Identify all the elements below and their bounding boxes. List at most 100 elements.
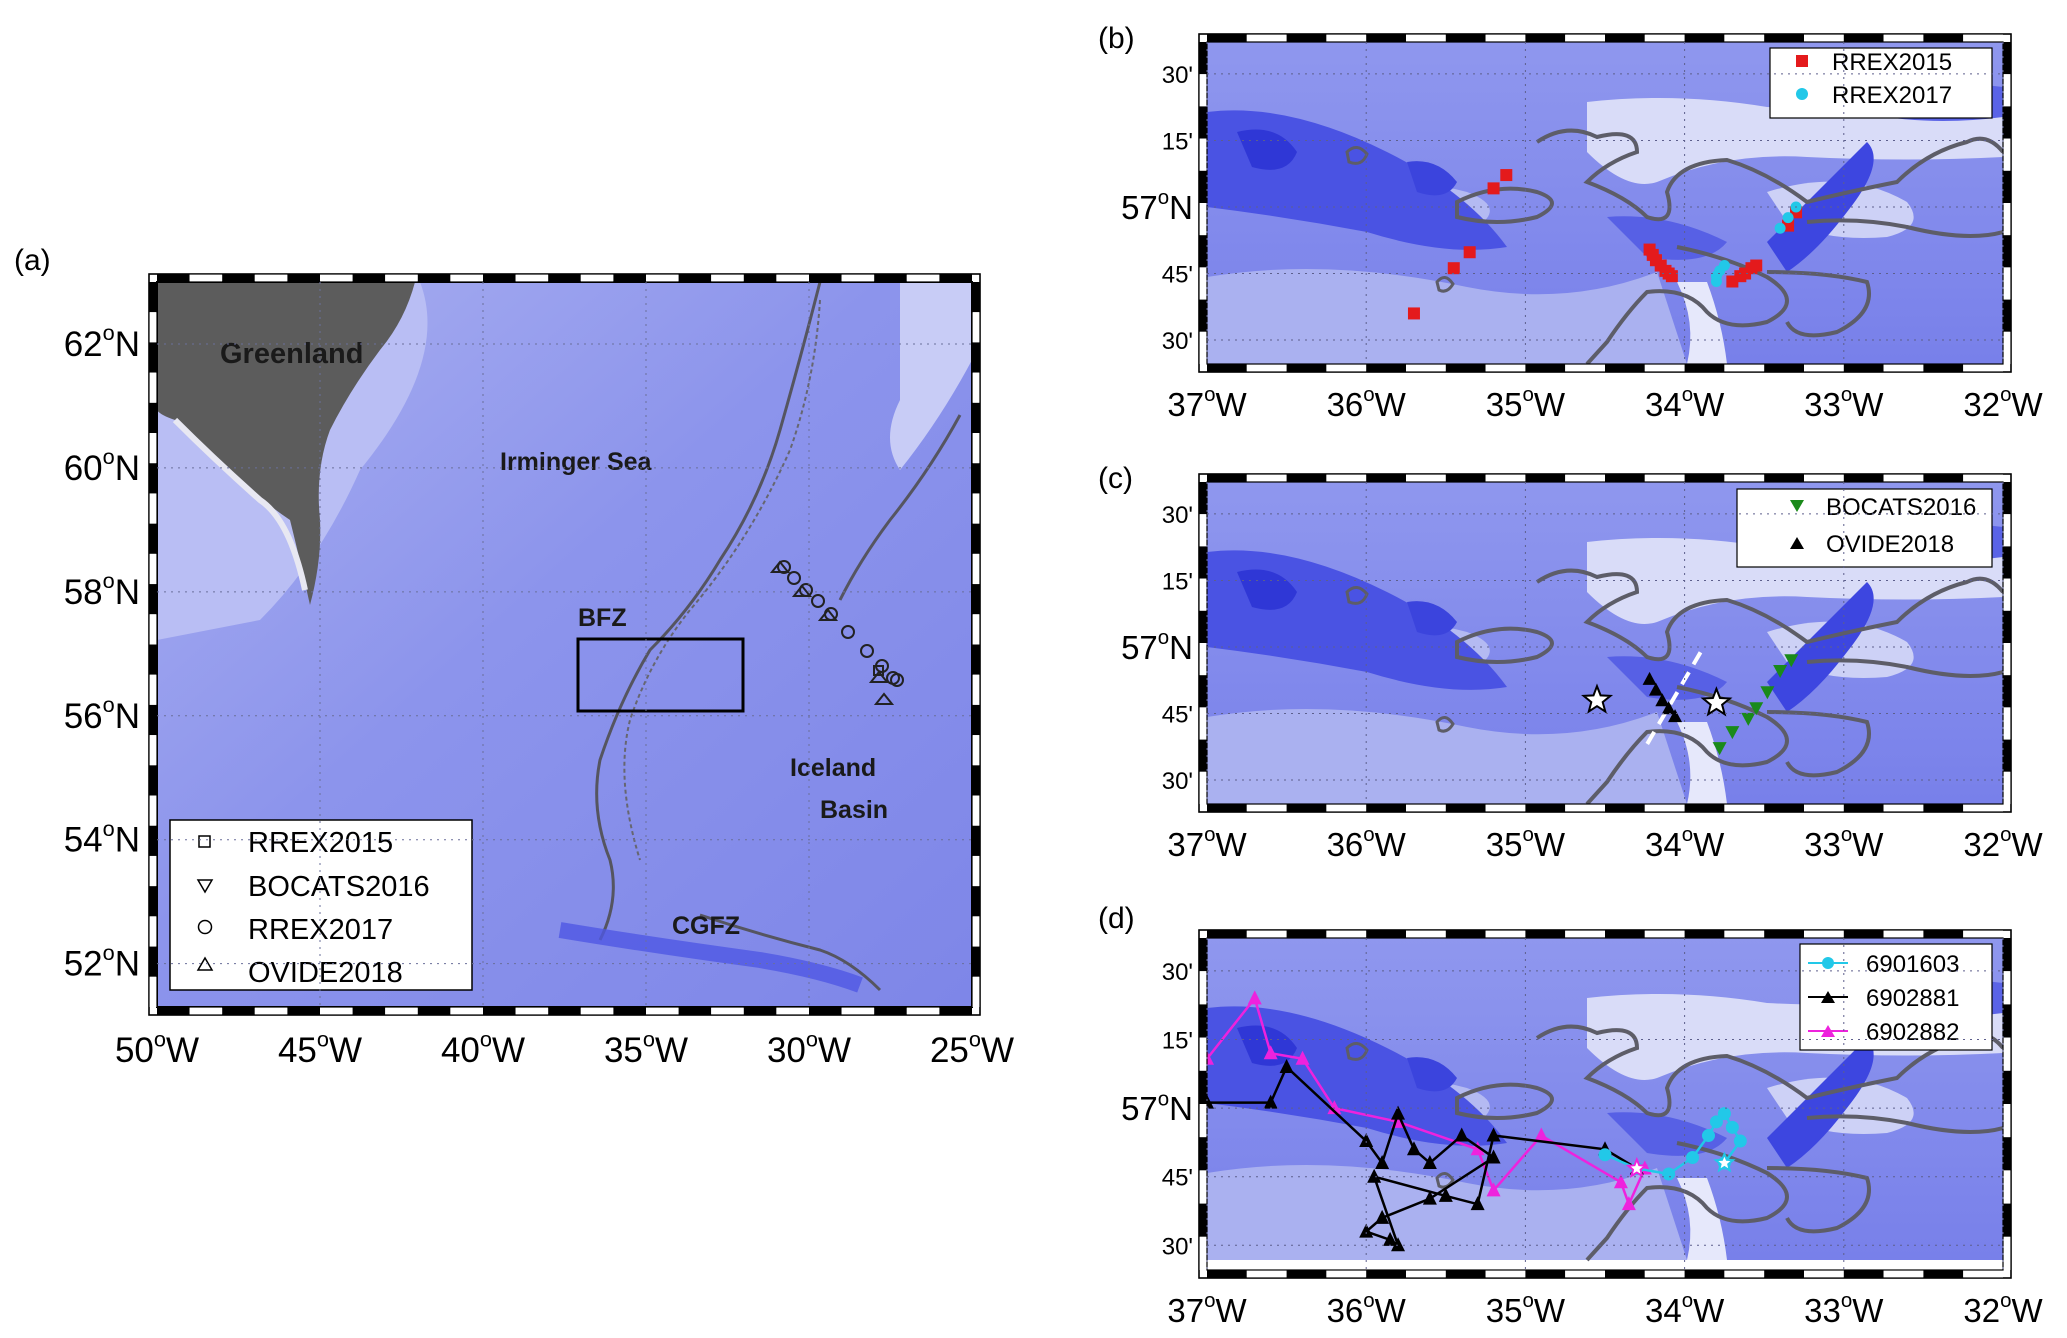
legend-b-item-1: RREX2017 [1832, 82, 1952, 109]
frame-segment [906, 1007, 940, 1015]
frame-segment [1485, 474, 1526, 482]
label-basin: Basin [820, 796, 888, 824]
frame-segment [1366, 474, 1406, 482]
frame-segment [1199, 938, 1207, 972]
frame-segment [149, 372, 157, 403]
frame-segment [1286, 364, 1327, 372]
frame-segment [1963, 364, 2003, 372]
frame-segment [678, 1007, 712, 1015]
frame-segment [1485, 804, 1526, 812]
frame-segment [1445, 364, 1486, 372]
bfz-box [576, 637, 745, 713]
frame-segment [1199, 546, 1207, 579]
frame-outline [1198, 473, 2012, 813]
frame-segment [483, 274, 516, 282]
lon-tick-label: 37oW [1167, 823, 1247, 863]
frame-segment [972, 372, 980, 403]
float-6902881-point [1454, 1127, 1469, 1142]
frame-segment [580, 274, 614, 282]
float-6902882-point [1263, 1045, 1278, 1060]
frame-segment [2003, 643, 2011, 676]
frame-segment [2003, 938, 2011, 972]
frame-segment [352, 1007, 386, 1015]
panel-d-label: (d) [1098, 902, 1135, 935]
lat-tick-label: 62oN [64, 320, 140, 364]
frame-segment [1199, 707, 1207, 740]
frame-segment [1724, 474, 1765, 482]
frame-segment [1485, 364, 1526, 372]
lat-tick-label: 45' [1162, 1165, 1193, 1192]
frame-segment [149, 674, 157, 705]
station-rrex2015 [1665, 270, 1678, 283]
frame-segment [613, 274, 646, 282]
frame-segment [1199, 675, 1207, 708]
frame-segment [1445, 804, 1486, 812]
lon-tick-label: 25oW [930, 1026, 1014, 1070]
frame-segment [1843, 804, 1884, 812]
panel-b: (b) RREX2015 RREX2017 37oW 36oW 35oW 34oW 33… [1098, 22, 2043, 423]
frame-segment [1764, 364, 1804, 372]
frame-segment [972, 795, 980, 826]
frame-segment [1199, 1137, 1207, 1171]
lon-tick-label: 50oW [115, 1026, 199, 1070]
frame-segment [417, 1007, 451, 1015]
legend-a-item-3: OVIDE2018 [248, 957, 403, 989]
frame-segment [548, 274, 581, 282]
frame-segment [2003, 1137, 2011, 1171]
float-6902881-point [1422, 1190, 1437, 1205]
frame-segment [149, 916, 157, 947]
frame-segment [972, 312, 980, 343]
lon-tick-label: 37oW [1167, 1289, 1247, 1329]
frame-segment [1923, 930, 1964, 938]
frame-segment [1764, 930, 1804, 938]
frame-segment [1199, 1170, 1207, 1204]
frame-segment [1963, 474, 2003, 482]
station-bocats2016 [1749, 702, 1764, 716]
frame-segment [1286, 34, 1327, 42]
float-6902882-point [1295, 1050, 1310, 1065]
frame-segment [874, 1007, 907, 1015]
frame-segment [2003, 235, 2011, 268]
frame-segment [1684, 804, 1725, 812]
float-6902881-point [1263, 1094, 1278, 1109]
frame-segment [2003, 1203, 2011, 1237]
frame-segment [2003, 74, 2011, 107]
frame-segment [1246, 1270, 1287, 1278]
frame-segment [1883, 474, 1924, 482]
panel-a: (a) [14, 244, 1014, 1070]
float-6902881-point [1422, 1154, 1437, 1169]
lat-tick-label: 54oN [64, 816, 140, 860]
lon-tick-label: 30oW [767, 1026, 851, 1070]
lon-tick-label: 35oW [1486, 823, 1566, 863]
frame-segment [1605, 1270, 1645, 1278]
star-marker [1581, 683, 1614, 714]
legend-d-item-0: 6901603 [1866, 951, 1959, 978]
float-6902882-point [1327, 1100, 1342, 1115]
frame-segment [1199, 74, 1207, 107]
frame-segment [1565, 474, 1605, 482]
lat-tick-label: 30' [1162, 62, 1193, 89]
frame-segment [1326, 364, 1367, 372]
frame-segment [1644, 474, 1685, 482]
frame-segment [1445, 34, 1486, 42]
frame-segment [1525, 34, 1566, 42]
frame-segment [157, 1007, 190, 1015]
frame-segment [1326, 474, 1367, 482]
frame-segment [149, 553, 157, 585]
lat-tick-label: 45' [1162, 702, 1193, 729]
frame-segment [2003, 610, 2011, 643]
lat-tick-label: 30' [1162, 768, 1193, 795]
frame-segment [1207, 804, 1247, 812]
frame-segment [1199, 1203, 1207, 1237]
frame-segment [1684, 364, 1725, 372]
frame-segment [1684, 474, 1725, 482]
frame-segment [1326, 930, 1367, 938]
float-6902881-point [1279, 1058, 1294, 1073]
frame-segment [149, 886, 157, 917]
frame-segment [1724, 804, 1765, 812]
float-6902881-point [1486, 1127, 1501, 1142]
frame-segment [1199, 138, 1207, 171]
lat-tick-label: 57oN [1121, 1087, 1193, 1127]
frame-segment [1199, 610, 1207, 643]
